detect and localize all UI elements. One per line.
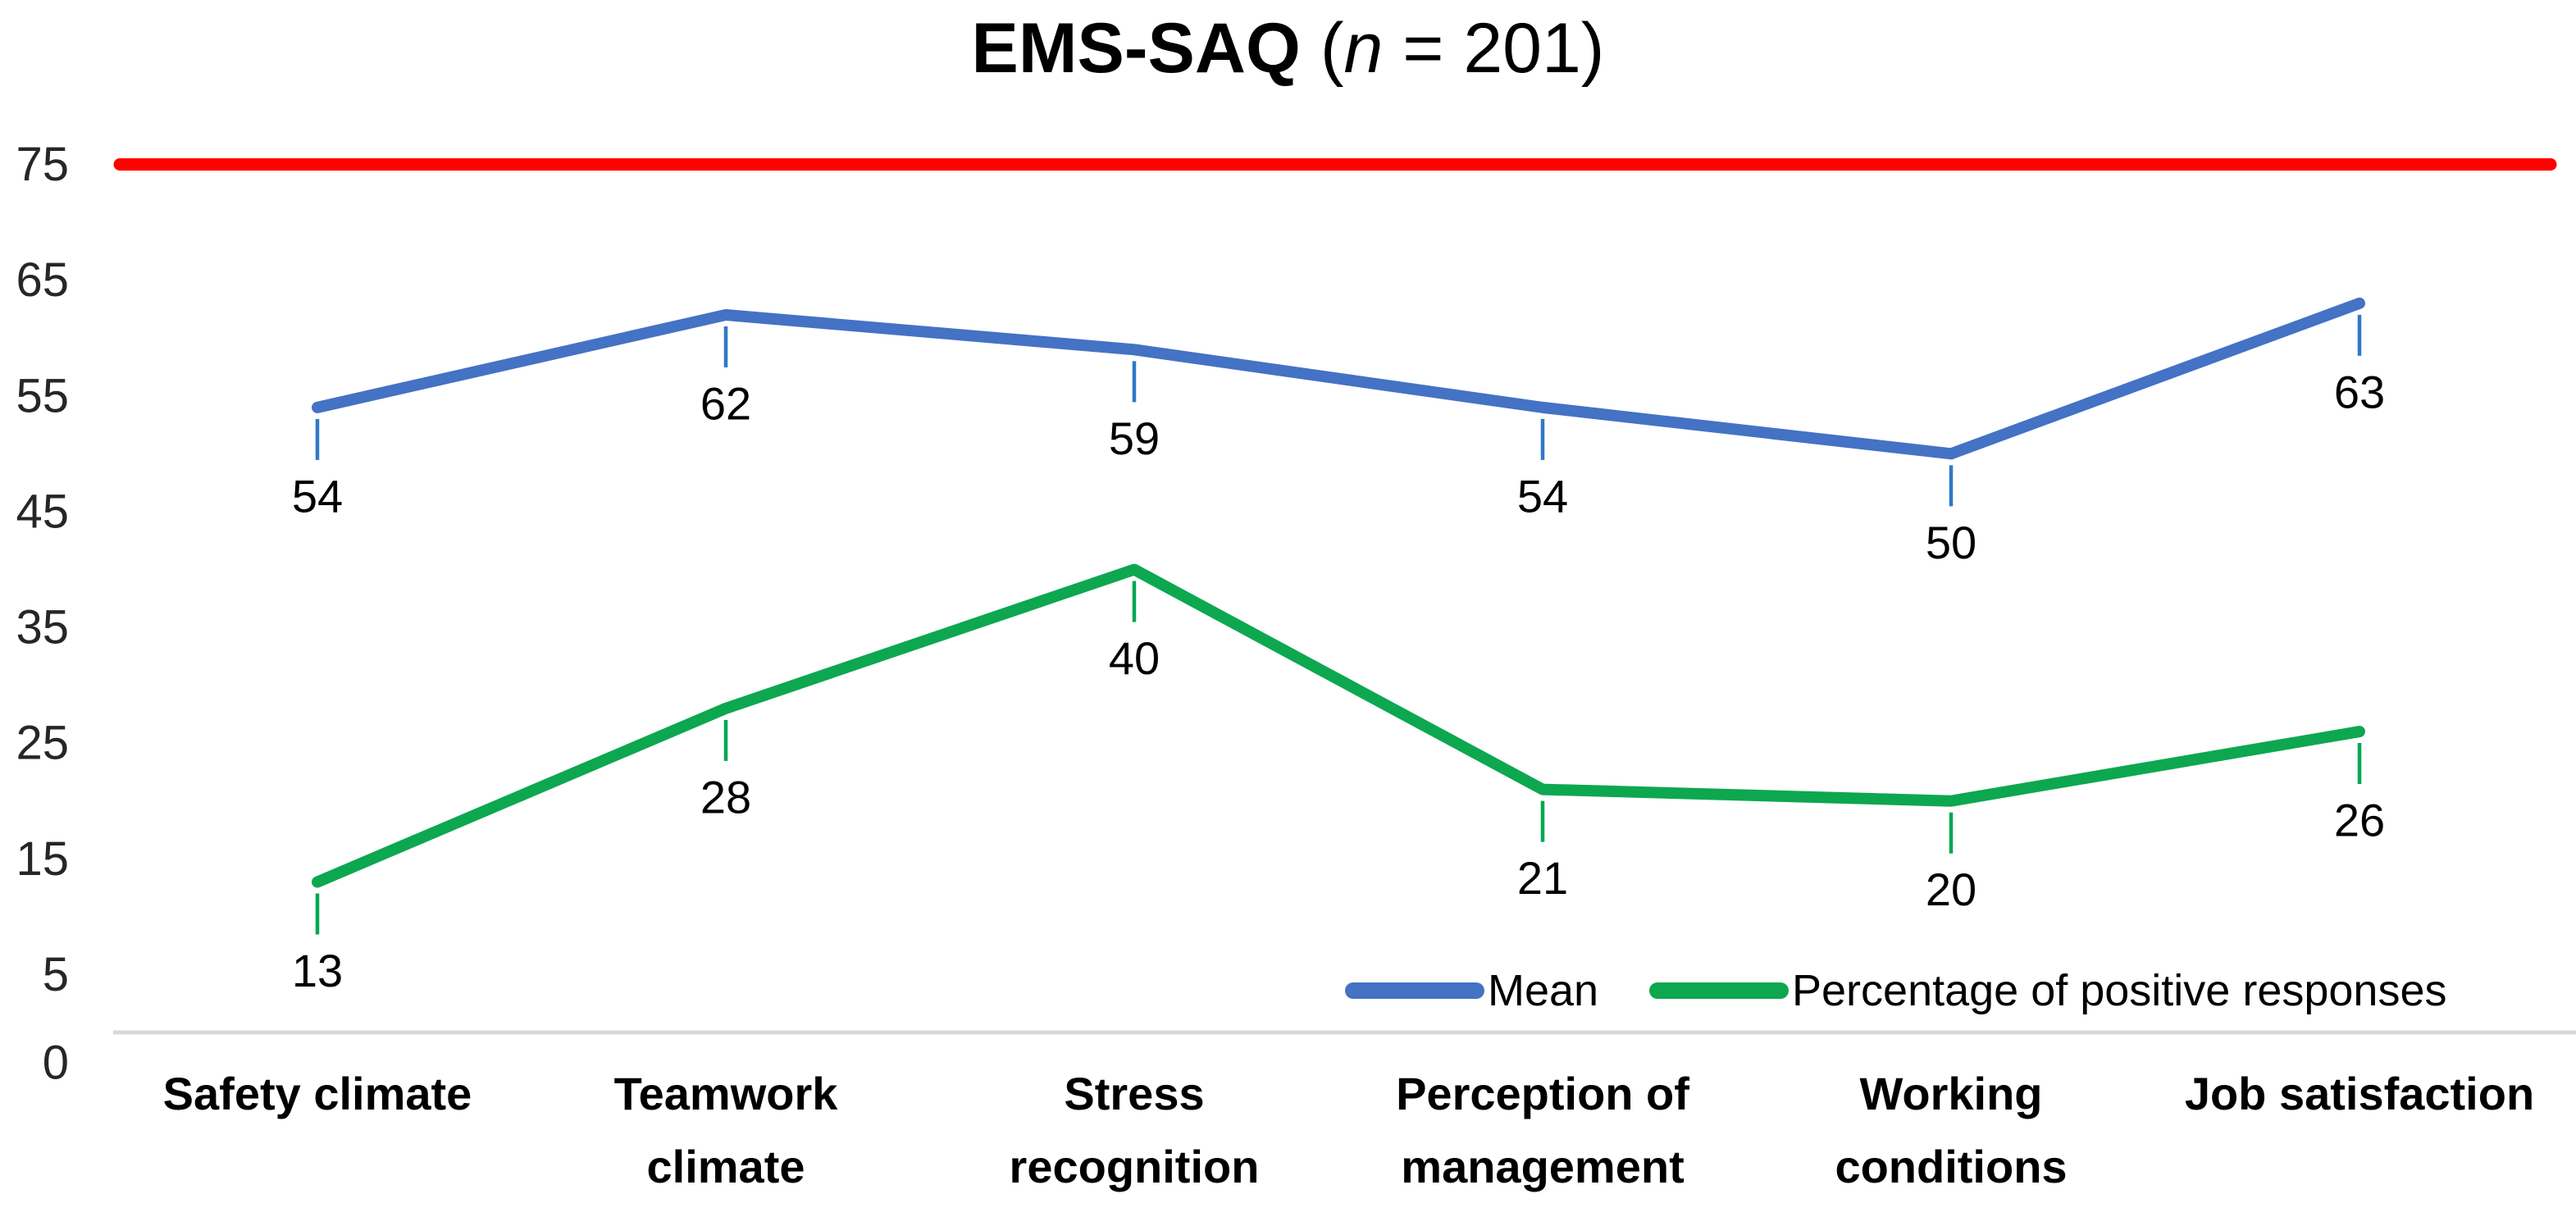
percentage-line bbox=[312, 563, 2365, 888]
y-axis: 0 5 15 25 35 45 55 65 75 bbox=[16, 138, 69, 1090]
data-point-label: 13 bbox=[292, 945, 343, 996]
category-label: Perception of management bbox=[1396, 1068, 1689, 1192]
data-point-label: 62 bbox=[700, 377, 751, 429]
mean-series: 54 62 59 54 50 63 bbox=[292, 297, 2385, 568]
y-tick-label: 55 bbox=[16, 369, 69, 422]
y-tick-label: 15 bbox=[16, 832, 69, 886]
data-point-label: 59 bbox=[1109, 412, 1160, 464]
chart-title-paren-rest: = 201) bbox=[1383, 9, 1605, 88]
data-point-label: 40 bbox=[1109, 632, 1160, 684]
data-point-label: 63 bbox=[2334, 366, 2385, 417]
category-label: Stress recognition bbox=[1010, 1068, 1260, 1192]
x-axis: Safety climate Teamwork climate Stress recog… bbox=[163, 1068, 2534, 1192]
legend-label-percentage: Percentage of positive responses bbox=[1792, 966, 2446, 1015]
legend-label-mean: Mean bbox=[1488, 966, 1598, 1015]
mean-line bbox=[312, 297, 2365, 460]
data-point-label: 50 bbox=[1926, 517, 1976, 568]
category-label: Job satisfaction bbox=[2185, 1068, 2534, 1119]
data-point-label: 28 bbox=[700, 771, 751, 823]
category-label: Working conditions bbox=[1835, 1068, 2067, 1192]
y-tick-label: 0 bbox=[43, 1037, 69, 1090]
percentage-series: 13 28 40 21 20 26 bbox=[292, 563, 2385, 996]
y-tick-label: 75 bbox=[16, 138, 69, 191]
y-tick-label: 25 bbox=[16, 717, 69, 770]
data-point-label: 21 bbox=[1517, 852, 1568, 904]
data-point-label: 54 bbox=[1517, 470, 1568, 522]
data-point-label: 26 bbox=[2334, 795, 2385, 846]
chart-title-n: n bbox=[1343, 9, 1384, 88]
category-label: Safety climate bbox=[163, 1068, 472, 1119]
y-tick-label: 5 bbox=[43, 948, 69, 1001]
data-point-label: 20 bbox=[1926, 864, 1976, 915]
category-label: Teamwork climate bbox=[614, 1068, 839, 1192]
legend: Mean Percentage of positive responses bbox=[1345, 966, 2446, 1015]
y-tick-label: 65 bbox=[16, 253, 69, 307]
data-point-label: 54 bbox=[292, 470, 343, 522]
chart-title-main: EMS-SAQ bbox=[971, 9, 1301, 88]
y-tick-label: 35 bbox=[16, 601, 69, 654]
chart-title-paren-open: ( bbox=[1300, 9, 1344, 88]
chart-title: EMS-SAQ (n = 201) bbox=[0, 8, 2576, 89]
y-tick-label: 45 bbox=[16, 485, 69, 538]
